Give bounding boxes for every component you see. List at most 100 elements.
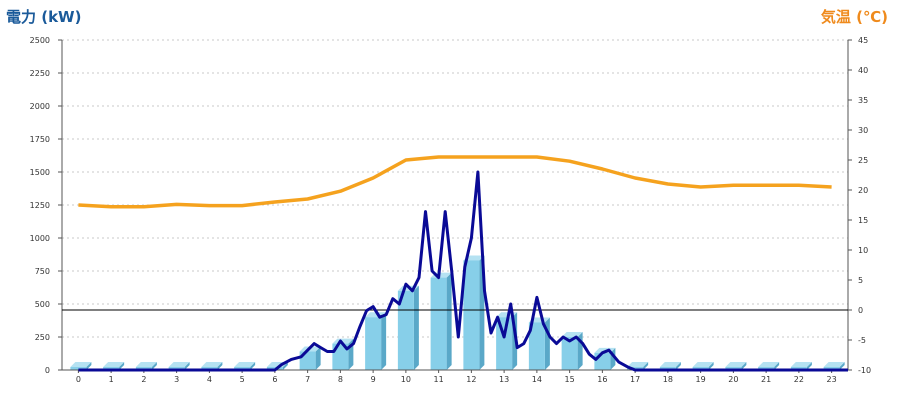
bar-top xyxy=(234,362,256,367)
power-line xyxy=(78,170,848,372)
right-axis-title: 気温 (℃) xyxy=(820,8,888,26)
bar-side xyxy=(413,285,419,370)
x-tick-label: 13 xyxy=(499,375,509,384)
bar-front xyxy=(594,352,611,370)
bar xyxy=(70,362,92,370)
x-tick-label: 6 xyxy=(272,375,277,384)
bar-side xyxy=(119,362,125,370)
left-tick-label: 1250 xyxy=(30,201,50,210)
bar-top xyxy=(790,362,812,367)
right-tick-label: 30 xyxy=(858,126,868,135)
left-tick-label: 0 xyxy=(45,366,50,375)
right-tick-label: 45 xyxy=(858,36,868,45)
x-tick-label: 11 xyxy=(434,375,444,384)
bar-side xyxy=(282,362,288,370)
left-tick-label: 250 xyxy=(35,333,50,342)
x-tick-label: 3 xyxy=(174,375,179,384)
bar-front xyxy=(397,290,414,370)
x-tick-label: 16 xyxy=(597,375,607,384)
bar-side xyxy=(446,272,452,370)
bar-top xyxy=(135,362,157,367)
x-tick-label: 17 xyxy=(630,375,640,384)
bar-front xyxy=(496,317,513,370)
left-tick-label: 500 xyxy=(35,300,50,309)
right-tick-label: 35 xyxy=(858,96,868,105)
bar-side xyxy=(675,362,681,370)
bar-front xyxy=(70,367,87,370)
bars-layer xyxy=(70,255,845,370)
bar-side xyxy=(806,362,812,370)
bar-side xyxy=(839,362,845,370)
x-tick-label: 9 xyxy=(371,375,376,384)
bar-side xyxy=(708,362,714,370)
left-tick-label: 2250 xyxy=(30,69,50,78)
right-tick-label: 0 xyxy=(858,306,863,315)
bar-side xyxy=(184,362,190,370)
bar-side xyxy=(217,362,223,370)
x-tick-label: 14 xyxy=(532,375,542,384)
x-tick-label: 21 xyxy=(761,375,771,384)
bar-top xyxy=(168,362,190,367)
left-tick-label: 2500 xyxy=(30,36,50,45)
bar-top xyxy=(823,362,845,367)
bar xyxy=(430,272,452,370)
x-tick-label: 19 xyxy=(696,375,706,384)
bar-side xyxy=(151,362,157,370)
bar-front xyxy=(528,322,545,370)
right-tick-label: -10 xyxy=(858,366,871,375)
bar-side xyxy=(315,346,321,370)
bar-top xyxy=(692,362,714,367)
x-tick-label: 10 xyxy=(401,375,411,384)
left-tick-label: 1000 xyxy=(30,234,50,243)
right-tick-label: 15 xyxy=(858,216,868,225)
temperature-line xyxy=(78,155,832,209)
bar-side xyxy=(250,362,256,370)
bar-top xyxy=(627,362,649,367)
bar-front xyxy=(430,277,447,370)
x-tick-label: 4 xyxy=(207,375,212,384)
bar-top xyxy=(561,332,583,337)
bar-side xyxy=(643,362,649,370)
bar xyxy=(365,312,387,370)
bar-front xyxy=(365,317,382,370)
left-tick-label: 750 xyxy=(35,267,50,276)
right-tick-label: -5 xyxy=(858,336,866,345)
left-tick-label: 1750 xyxy=(30,135,50,144)
right-tick-label: 40 xyxy=(858,66,868,75)
x-tick-label: 2 xyxy=(141,375,146,384)
x-tick-label: 12 xyxy=(466,375,476,384)
bar-top xyxy=(103,362,125,367)
bar-top xyxy=(70,362,92,367)
x-tick-label: 15 xyxy=(565,375,575,384)
x-tick-label: 0 xyxy=(76,375,81,384)
bar-front xyxy=(463,260,480,370)
bar-side xyxy=(86,362,92,370)
right-tick-label: 10 xyxy=(858,246,868,255)
x-tick-label: 1 xyxy=(109,375,114,384)
bar-top xyxy=(332,338,354,344)
bar xyxy=(463,255,485,370)
x-tick-label: 20 xyxy=(728,375,738,384)
x-tick-label: 5 xyxy=(240,375,245,384)
bar-front xyxy=(561,337,578,370)
bar-side xyxy=(774,362,780,370)
right-tick-label: 25 xyxy=(858,156,868,165)
left-tick-label: 2000 xyxy=(30,102,50,111)
left-axis-title: 電力 (kW) xyxy=(6,8,82,26)
x-tick-label: 18 xyxy=(663,375,673,384)
x-tick-label: 22 xyxy=(794,375,804,384)
x-tick-label: 8 xyxy=(338,375,343,384)
bar xyxy=(299,346,321,370)
bar-top xyxy=(659,362,681,367)
x-tick-label: 23 xyxy=(827,375,837,384)
right-tick-label: 5 xyxy=(858,276,863,285)
bar-top xyxy=(201,362,223,367)
labels-layer: 02505007501000125015001750200022502500-1… xyxy=(30,36,871,384)
bar-top xyxy=(725,362,747,367)
axes-layer xyxy=(58,39,852,373)
bar xyxy=(496,312,518,370)
right-tick-label: 20 xyxy=(858,186,868,195)
left-tick-label: 1500 xyxy=(30,168,50,177)
bar xyxy=(397,285,419,370)
